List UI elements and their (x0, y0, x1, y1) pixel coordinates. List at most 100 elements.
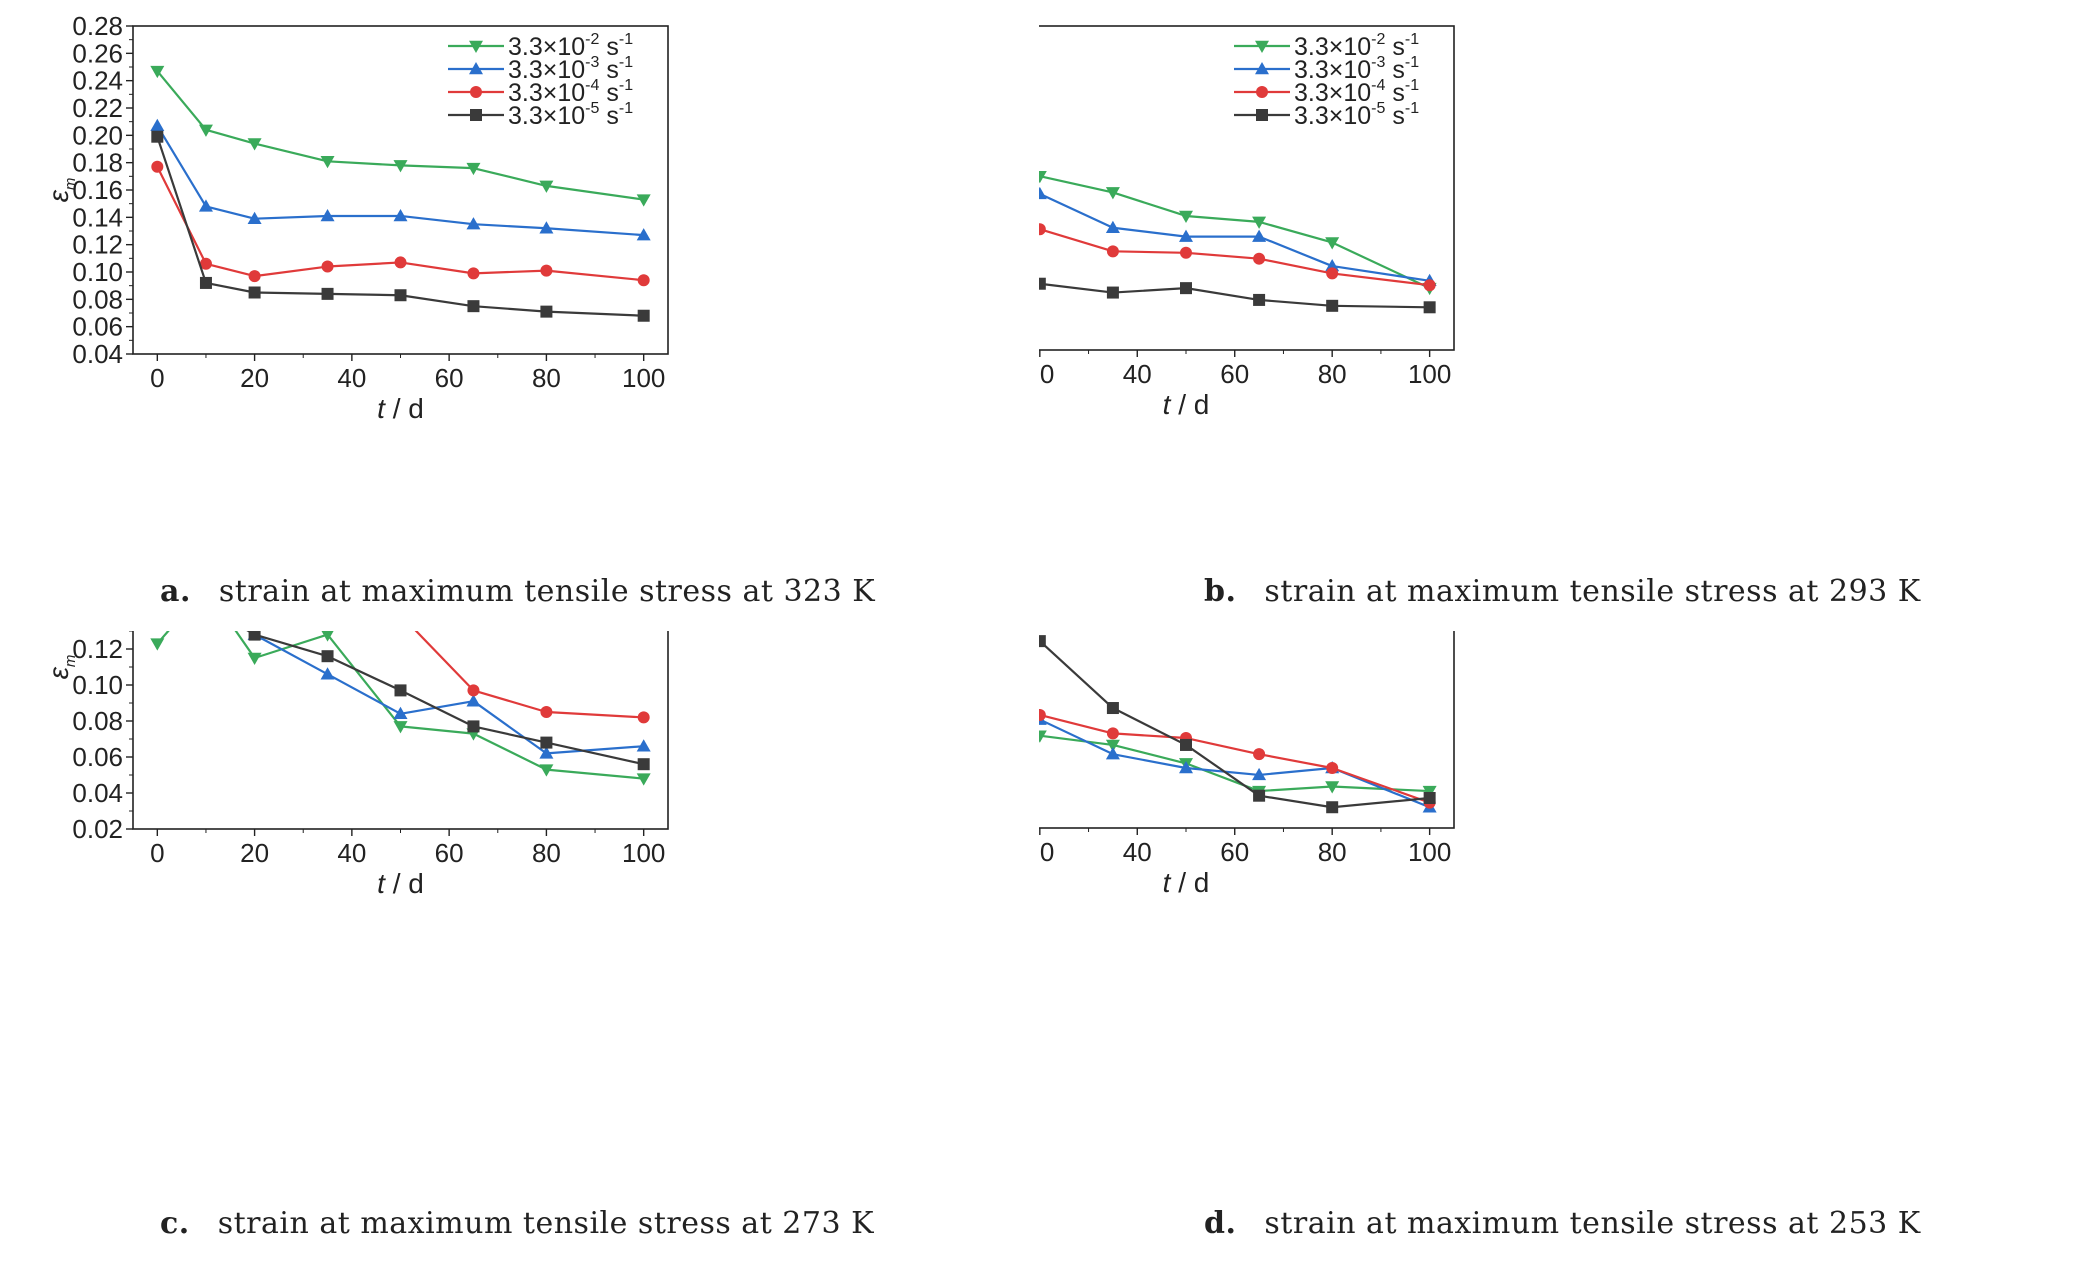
caption-d: d. strain at maximum tensile stress at 25… (1204, 1206, 1921, 1241)
data-point-a-3 (199, 257, 212, 270)
series-c-3 (414, 631, 650, 724)
data-point-c-3 (637, 711, 650, 724)
y-tick-label-a: 0.28 (72, 11, 123, 41)
chart-panel-b: 0.060.080.100.120.140.160.180.200.220.24… (1039, 0, 2078, 631)
x-tick-label-b: 80 (1318, 359, 1347, 389)
data-point-b-4 (1039, 277, 1046, 290)
y-tick-label-a: 0.04 (72, 339, 123, 369)
series-line-d-4 (1039, 639, 1430, 809)
data-point-c-4 (248, 631, 261, 641)
data-point-c-1 (539, 764, 554, 777)
data-point-d-2 (1179, 761, 1193, 774)
caption-b: b. strain at maximum tensile stress at 29… (1204, 574, 1921, 609)
x-tick-label-c: 60 (435, 838, 464, 868)
series-line-b-2 (1039, 192, 1430, 282)
data-point-b-2 (1039, 186, 1047, 200)
data-point-a-4 (394, 289, 407, 302)
chart-a: 0.040.060.080.100.120.140.160.180.200.22… (43, 11, 669, 424)
data-point-a-2 (466, 217, 481, 230)
legend-marker-a-1 (469, 40, 483, 53)
legend-marker-a-3 (470, 86, 482, 98)
data-point-b-4 (1326, 299, 1339, 312)
chart-panel-d: 0.040.060.080.100.120.140.160.1802040608… (1039, 631, 2078, 1262)
y-tick-label-a: 0.18 (72, 148, 123, 178)
y-tick-label-a: 0.08 (72, 284, 123, 314)
data-point-c-2 (320, 667, 335, 680)
series-line-a-2 (156, 125, 644, 237)
y-tick-label-c: 0.08 (72, 706, 123, 736)
chart-d: 0.040.060.080.100.120.140.160.1802040608… (1039, 631, 1455, 898)
data-point-c-4 (321, 650, 334, 663)
data-point-a-4 (199, 276, 212, 289)
x-tick-label-b: 100 (1408, 359, 1451, 389)
data-point-d-3 (1106, 727, 1119, 740)
data-point-d-3 (1253, 748, 1266, 761)
legend-label-b-2: 3.3×10-3 s-1 (1294, 54, 1419, 84)
data-point-c-1 (321, 631, 334, 642)
data-point-b-3 (1106, 245, 1119, 258)
caption-text-d: strain at maximum tensile stress at 253 … (1264, 1206, 1921, 1241)
chart-b: 0.060.080.100.120.140.160.180.200.220.24… (1039, 25, 1455, 420)
y-axis-label-a: εm (43, 178, 79, 203)
legend-label-b-1: 3.3×10-2 s-1 (1294, 31, 1419, 61)
data-point-a-1 (150, 65, 165, 79)
data-point-a-3 (637, 274, 650, 287)
x-tick-label-c: 20 (240, 838, 269, 868)
x-axis-label-c: t / d (377, 868, 424, 899)
x-tick-label-c: 80 (532, 838, 561, 868)
data-point-a-3 (151, 160, 164, 173)
legend-marker-b-2 (1255, 62, 1269, 75)
x-tick-label-a: 0 (150, 363, 164, 393)
y-tick-label-c: 0.04 (72, 778, 123, 808)
data-point-d-4 (1326, 801, 1339, 814)
data-point-b-3 (1423, 279, 1436, 292)
data-point-b-3 (1253, 252, 1266, 265)
series-line-d-3 (1039, 713, 1431, 804)
caption-text-a: strain at maximum tensile stress at 323 … (218, 574, 876, 609)
caption-letter-c: c. (160, 1206, 190, 1241)
data-point-c-3 (467, 684, 480, 697)
data-point-b-1 (1039, 170, 1047, 184)
data-point-d-1 (1039, 730, 1047, 743)
data-point-d-1 (1105, 739, 1120, 752)
data-point-b-2 (1105, 220, 1120, 234)
y-tick-label-a: 0.12 (72, 230, 123, 260)
caption-c: c. strain at maximum tensile stress at 27… (160, 1206, 874, 1241)
y-tick-label-a: 0.22 (72, 93, 123, 123)
series-line-a-3 (156, 166, 644, 282)
y-tick-label-c: 0.12 (72, 634, 123, 664)
chart-panel-c: 0.020.040.060.080.100.120.140.160.180.20… (0, 631, 1039, 1262)
series-a-1 (150, 65, 651, 207)
legend-label-a-3: 3.3×10-4 s-1 (508, 77, 633, 107)
x-tick-label-c: 100 (622, 838, 665, 868)
data-point-c-1 (150, 638, 165, 651)
data-point-b-1 (1105, 187, 1120, 200)
data-point-b-4 (1253, 293, 1266, 306)
x-tick-label-b: 40 (1123, 359, 1152, 389)
x-tick-label-b: 60 (1220, 359, 1249, 389)
data-point-c-2 (393, 706, 408, 720)
series-c-4 (246, 631, 650, 771)
data-point-d-1 (1325, 781, 1340, 794)
series-line-c-4 (246, 631, 644, 766)
series-line-a-1 (156, 70, 644, 201)
legend-label-a-1: 3.3×10-2 s-1 (508, 31, 633, 61)
series-line-b-3 (1039, 227, 1430, 287)
data-point-a-1 (539, 180, 554, 193)
data-point-c-4 (394, 684, 407, 697)
x-tick-label-a: 40 (337, 363, 366, 393)
data-point-b-4 (1106, 286, 1119, 299)
x-tick-label-d: 60 (1220, 837, 1249, 867)
series-b-4 (1039, 277, 1436, 314)
data-point-b-3 (1180, 246, 1192, 259)
series-d-2 (1039, 712, 1437, 813)
caption-letter-b: b. (1204, 574, 1237, 609)
caption-text-c: strain at maximum tensile stress at 273 … (217, 1206, 874, 1241)
data-point-a-3 (248, 270, 261, 283)
legend-marker-b-4 (1256, 109, 1268, 121)
data-point-d-4 (1423, 792, 1436, 805)
series-line-b-4 (1039, 282, 1430, 309)
data-point-b-3 (1326, 267, 1339, 280)
data-point-b-1 (1179, 210, 1193, 223)
data-point-a-4 (540, 305, 553, 318)
